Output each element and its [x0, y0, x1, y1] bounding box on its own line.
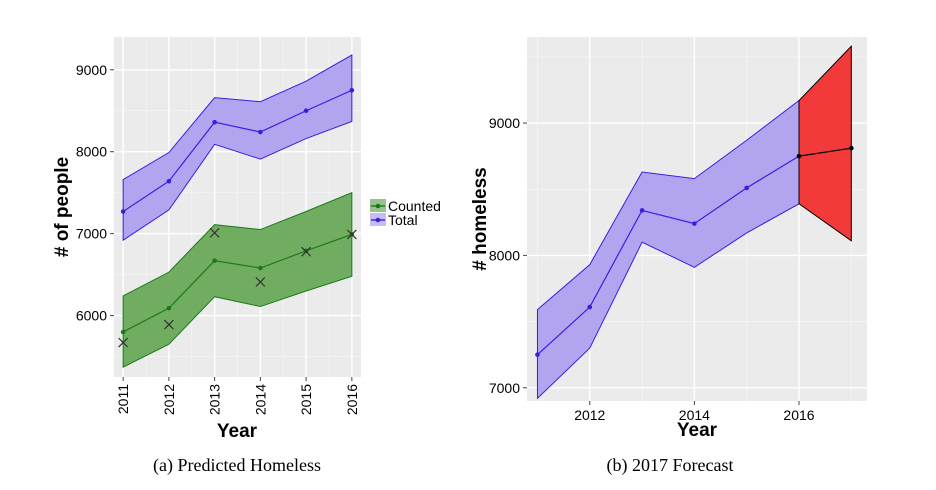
panel-a-x-axis-title: Year — [217, 421, 258, 442]
observed-marker-stroke — [163, 319, 174, 330]
y-tick-label: 7000 — [76, 226, 107, 242]
x-tick-label: 2014 — [679, 407, 710, 423]
x-tick-label: 2013 — [207, 384, 223, 415]
panel-a-observed-markers — [118, 227, 357, 348]
x-tick-label: 2012 — [161, 384, 177, 415]
legend-label: Counted — [388, 198, 441, 214]
panel-a-x-ticks: 2011 2012 2013 2014 2015 2016 — [115, 377, 360, 415]
series-line — [122, 89, 353, 213]
panel-b-x-axis-title: Year — [677, 420, 718, 441]
observed-marker — [209, 227, 220, 238]
x-tick-label: 2014 — [252, 384, 268, 415]
panel-a-y-axis-title: # of people — [52, 157, 73, 257]
panel-a-lines — [122, 89, 353, 333]
observed-marker — [118, 337, 129, 348]
data-point — [120, 329, 126, 335]
data-point — [587, 304, 593, 310]
x-tick-label: 2011 — [115, 384, 131, 414]
confidence-band — [798, 45, 852, 242]
y-tick-label: 7000 — [489, 380, 520, 396]
data-point — [744, 185, 749, 191]
panel-b-lines — [537, 147, 852, 356]
series-line — [537, 155, 800, 356]
observed-marker-stroke — [255, 277, 266, 287]
data-point — [796, 153, 802, 159]
observed-marker — [255, 277, 266, 287]
data-point — [692, 221, 697, 226]
panel-a-bands — [122, 54, 353, 368]
data-point — [349, 87, 355, 93]
x-tick-label: 2016 — [783, 407, 814, 423]
x-tick-label: 2015 — [298, 384, 314, 415]
panel-b-points — [535, 145, 854, 357]
y-tick-label: 8000 — [489, 247, 520, 263]
y-tick-label: 8000 — [76, 144, 107, 160]
panel-a-points — [120, 87, 355, 335]
data-point — [166, 178, 172, 184]
data-point — [849, 145, 854, 151]
data-point — [258, 129, 263, 135]
panel-a-caption: (a) Predicted Homeless — [153, 455, 321, 476]
confidence-band — [122, 191, 353, 368]
series-line — [798, 147, 852, 157]
panel-a-y-ticks: 6000 7000 8000 9000 — [76, 62, 114, 324]
observed-marker-stroke — [118, 337, 129, 348]
y-tick-label: 9000 — [489, 115, 520, 131]
legend-item: Counted — [370, 198, 441, 214]
panel-b-y-ticks: 7000 8000 9000 — [489, 115, 527, 396]
data-point — [258, 265, 263, 271]
observed-marker — [163, 319, 174, 330]
observed-marker-stroke — [346, 229, 357, 240]
legend-item: Total — [370, 212, 418, 228]
legend-key-point — [375, 217, 381, 223]
panel-b-y-axis-title: # homeless — [470, 167, 491, 271]
observed-marker-stroke — [209, 227, 220, 238]
x-tick-label: 2012 — [574, 407, 605, 423]
legend-label: Total — [388, 212, 418, 228]
y-tick-label: 9000 — [76, 62, 107, 78]
observed-marker — [301, 246, 312, 257]
panel-b: 7000 8000 9000 2012 2014 2016 Year # homeles… — [470, 37, 867, 476]
data-point — [639, 208, 645, 213]
data-point — [166, 305, 172, 311]
data-point — [212, 119, 217, 125]
series-line — [122, 233, 353, 333]
legend-key-point — [375, 203, 381, 209]
y-tick-label: 6000 — [76, 308, 107, 324]
data-point — [303, 108, 309, 114]
observed-marker-stroke — [301, 246, 312, 257]
panel-b-caption: (b) 2017 Forecast — [607, 455, 734, 476]
data-point — [212, 258, 217, 263]
panel-b-x-ticks: 2012 2014 2016 — [574, 401, 815, 423]
confidence-band — [122, 54, 353, 242]
x-tick-label: 2016 — [344, 384, 360, 415]
panel-b-bands — [536, 45, 852, 400]
data-point — [120, 209, 126, 214]
observed-marker — [346, 229, 357, 240]
data-point — [535, 352, 540, 357]
